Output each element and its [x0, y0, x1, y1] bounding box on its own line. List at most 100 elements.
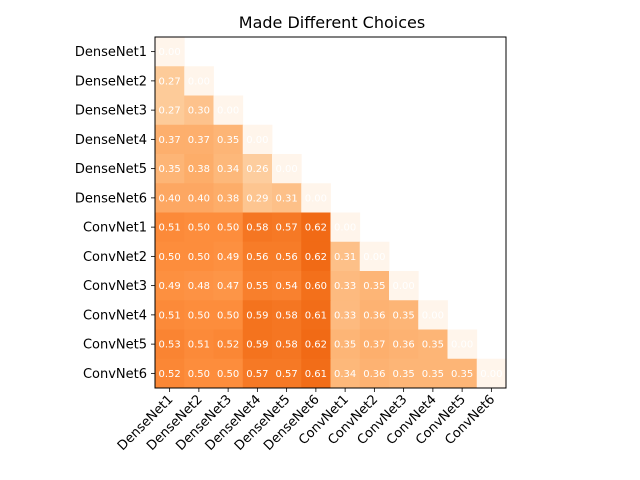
cell-value-label: 0.51 [158, 310, 180, 321]
cell-value-label: 0.37 [363, 340, 385, 351]
heatmap-cell [301, 358, 331, 389]
cell-value-label: 0.33 [334, 281, 356, 292]
heatmap-cell [447, 329, 478, 360]
cell-value-label: 0.51 [158, 223, 180, 234]
cell-value-label: 0.61 [305, 369, 327, 380]
heatmap-cell [184, 183, 214, 213]
heatmap-cell [184, 212, 214, 243]
heatmap-cell [213, 358, 244, 389]
heatmap-cell [184, 329, 214, 360]
heatmap-cell [242, 212, 273, 243]
heatmap-cell [447, 358, 478, 389]
cell-value-label: 0.31 [334, 252, 356, 263]
cell-value-label: 0.00 [480, 369, 502, 380]
heatmap-cell [242, 329, 273, 360]
heatmap-cell [213, 271, 244, 301]
cell-value-label: 0.50 [188, 252, 210, 263]
heatmap-cell [389, 271, 419, 301]
heatmap-cell [301, 183, 331, 213]
heatmap-cell [242, 124, 273, 155]
heatmap-cell [301, 212, 331, 243]
heatmap-cell [155, 329, 185, 360]
heatmap-cell [213, 183, 244, 213]
cell-value-label: 0.36 [363, 310, 385, 321]
heatmap-cell [184, 154, 214, 184]
cell-value-label: 0.36 [392, 340, 414, 351]
cell-value-label: 0.50 [217, 310, 239, 321]
cell-value-label: 0.58 [275, 310, 297, 321]
y-tick-label: ConvNet1 [83, 221, 147, 236]
heatmap-cell [272, 329, 302, 360]
y-tick-label: ConvNet6 [83, 367, 147, 382]
cell-value-label: 0.54 [275, 281, 297, 292]
y-tick-label: DenseNet5 [75, 162, 147, 177]
heatmap-cell [155, 37, 185, 67]
heatmap-cell [213, 95, 244, 126]
cell-value-label: 0.35 [392, 310, 414, 321]
cell-value-label: 0.50 [188, 223, 210, 234]
cell-value-label: 0.60 [305, 281, 327, 292]
cell-value-label: 0.57 [275, 369, 297, 380]
heatmap-cell [155, 66, 185, 96]
y-tick-label: DenseNet6 [75, 191, 147, 206]
cell-value-label: 0.00 [217, 106, 239, 117]
heatmap-cell [155, 183, 185, 213]
y-tick-label: ConvNet5 [83, 338, 147, 353]
chart-title: Made Different Choices [239, 13, 425, 32]
heatmap-cell [184, 271, 214, 301]
cell-value-label: 0.00 [305, 193, 327, 204]
cell-value-label: 0.59 [246, 340, 268, 351]
cell-value-label: 0.50 [217, 369, 239, 380]
heatmap-cell [359, 241, 390, 272]
heatmap-cell [272, 358, 302, 389]
cell-value-label: 0.35 [392, 369, 414, 380]
cell-value-label: 0.40 [158, 193, 180, 204]
heatmap-cell [301, 329, 331, 360]
heatmap-cell [213, 300, 244, 330]
heatmap-cell [155, 154, 185, 184]
y-tick-label: ConvNet4 [83, 308, 147, 323]
heatmap-cell [242, 358, 273, 389]
cell-value-label: 0.62 [305, 223, 327, 234]
heatmap-cell [155, 124, 185, 155]
cell-value-label: 0.35 [451, 369, 473, 380]
heatmap-cell [184, 241, 214, 272]
heatmap-cell [184, 124, 214, 155]
cell-value-label: 0.31 [275, 193, 297, 204]
y-tick-label: DenseNet1 [75, 45, 147, 60]
heatmap-cell [272, 183, 302, 213]
cell-value-label: 0.00 [451, 340, 473, 351]
heatmap-cell [389, 358, 419, 389]
x-axis: DenseNet1DenseNet2DenseNet3DenseNet4Dens… [115, 388, 498, 454]
heatmap-cell [330, 358, 361, 389]
heatmap-cell-labels: 0.00 0.27 0.00 0.27 0.30 0.00 0.37 0.37 0.35 0.00… [158, 47, 502, 380]
heatmap-cell [330, 329, 361, 360]
heatmap-cell [155, 271, 185, 301]
heatmap-cell [184, 95, 214, 126]
cell-value-label: 0.26 [246, 164, 268, 175]
heatmap-cell [184, 358, 214, 389]
cell-value-label: 0.00 [334, 223, 356, 234]
heatmap-cell [213, 329, 244, 360]
cell-value-label: 0.62 [305, 340, 327, 351]
heatmap-cell [330, 271, 361, 301]
heatmap-cell [389, 329, 419, 360]
cell-value-label: 0.00 [363, 252, 385, 263]
cell-value-label: 0.62 [305, 252, 327, 263]
cell-value-label: 0.34 [217, 164, 239, 175]
heatmap-cell [359, 300, 390, 330]
cell-value-label: 0.52 [158, 369, 180, 380]
cell-value-label: 0.50 [188, 369, 210, 380]
y-axis: DenseNet1 DenseNet2 DenseNet3 DenseNet4 Dens… [75, 45, 155, 382]
y-tick-label: ConvNet3 [83, 279, 147, 294]
heatmap-cell [418, 358, 448, 389]
plot-frame [154, 36, 507, 389]
heatmap-cell [184, 300, 214, 330]
cell-value-label: 0.00 [275, 164, 297, 175]
heatmap-cell [155, 212, 185, 243]
cell-value-label: 0.38 [188, 164, 210, 175]
heatmap-cell [155, 95, 185, 126]
cell-value-label: 0.29 [246, 193, 268, 204]
heatmap-cell [155, 358, 185, 389]
